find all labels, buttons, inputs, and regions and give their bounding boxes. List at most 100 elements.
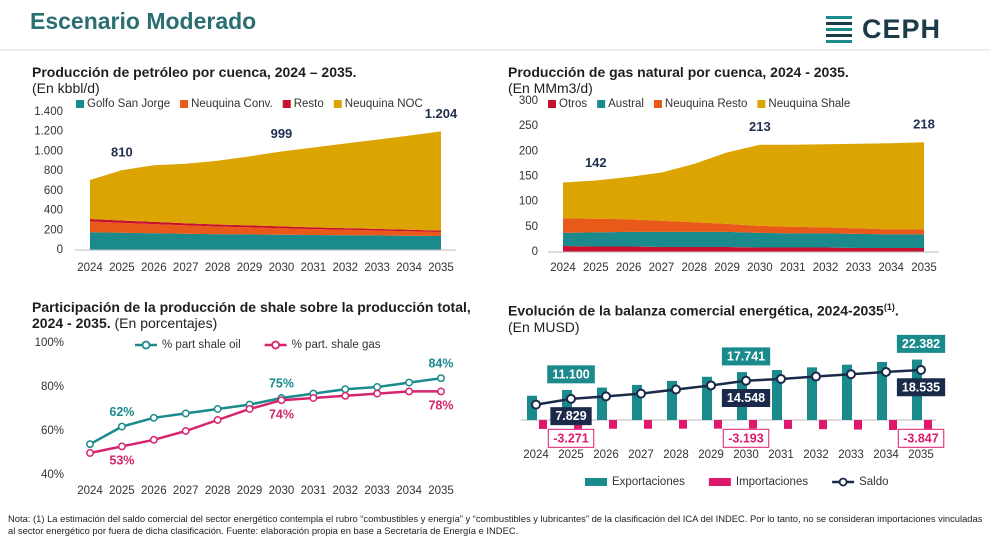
annotation: 810 xyxy=(111,145,133,160)
x-tick-label: 2034 xyxy=(396,485,422,497)
footnote: Nota: (1) La estimación del saldo comerc… xyxy=(8,513,983,536)
legend-label: Golfo San Jorge xyxy=(87,98,170,110)
y-tick-label: 800 xyxy=(44,165,63,177)
data-label: 11.100 xyxy=(552,367,590,381)
y-tick-label: 200 xyxy=(44,224,63,236)
legend-label: Neuquina NOC xyxy=(345,98,423,110)
x-tick-label: 2035 xyxy=(911,262,937,274)
x-tick-label: 2029 xyxy=(237,262,263,274)
x-tick-label: 2026 xyxy=(141,262,167,274)
bar xyxy=(889,420,897,430)
point xyxy=(811,371,821,382)
chart-title: Evolución de la balanza comercial energé… xyxy=(508,302,899,335)
x-tick-label: 2028 xyxy=(205,485,231,497)
data-label-box xyxy=(897,428,945,448)
data-label: 22.382 xyxy=(902,337,940,351)
point xyxy=(706,380,716,391)
point xyxy=(309,394,318,402)
x-tick-label: 2027 xyxy=(628,449,654,461)
x-tick-label: 2032 xyxy=(813,262,839,274)
legend-label: % part shale oil xyxy=(162,339,241,351)
bar xyxy=(924,420,932,431)
data-label: -3.847 xyxy=(903,431,938,445)
data-label: 75% xyxy=(269,376,294,390)
x-tick-label: 2035 xyxy=(428,262,454,274)
x-tick-label: 2034 xyxy=(873,449,899,461)
legend-swatch xyxy=(597,100,606,108)
bar xyxy=(854,420,862,430)
line xyxy=(89,390,441,455)
y-tick-label: 150 xyxy=(519,171,538,183)
legend-swatch xyxy=(708,478,731,486)
page-title: Escenario Moderado xyxy=(30,8,257,34)
data-label: 14.548 xyxy=(727,391,765,405)
y-tick-label: 40% xyxy=(41,469,64,481)
point xyxy=(181,427,190,435)
legend-label: Neuquina Conv. xyxy=(191,98,273,110)
bar xyxy=(539,420,547,429)
x-tick-label: 2031 xyxy=(780,262,806,274)
point xyxy=(149,435,158,444)
data-label-box xyxy=(896,334,946,353)
legend-swatch xyxy=(141,340,151,350)
annotation: 218 xyxy=(913,117,935,132)
data-label: 18.535 xyxy=(902,380,940,394)
bar xyxy=(679,420,687,429)
x-tick-label: 2033 xyxy=(364,262,390,274)
legend-swatch xyxy=(180,100,189,108)
data-label: -3.193 xyxy=(728,431,763,445)
bar xyxy=(772,370,782,420)
bar xyxy=(784,420,792,429)
logo: CEPH xyxy=(862,14,942,44)
annotation: 142 xyxy=(585,155,607,170)
x-tick-label: 2025 xyxy=(583,262,609,274)
data-label: 17.741 xyxy=(727,349,765,363)
x-tick-label: 2031 xyxy=(301,485,327,497)
line xyxy=(535,368,922,406)
point xyxy=(245,405,254,413)
point xyxy=(86,449,94,457)
legend-label: Exportaciones xyxy=(612,476,685,488)
y-tick-label: 400 xyxy=(44,205,63,217)
y-tick-label: 300 xyxy=(519,95,538,107)
legend-swatch xyxy=(282,100,291,108)
point xyxy=(213,416,222,424)
area xyxy=(563,245,924,252)
data-label: 7.829 xyxy=(555,409,586,423)
bar xyxy=(877,361,887,420)
x-tick-label: 2027 xyxy=(173,485,199,497)
x-tick-label: 2031 xyxy=(768,449,794,461)
data-label-box xyxy=(721,347,771,366)
data-label-box xyxy=(721,389,771,408)
point xyxy=(437,387,445,396)
legend-label: Neuquina Resto xyxy=(665,98,747,110)
point xyxy=(86,440,94,449)
area xyxy=(90,131,441,231)
y-tick-label: 1.000 xyxy=(34,145,63,157)
bar xyxy=(714,420,722,429)
y-tick-label: 1.200 xyxy=(34,126,63,138)
legend-label: Saldo xyxy=(859,476,888,488)
point xyxy=(181,409,190,418)
x-tick-label: 2024 xyxy=(523,449,549,461)
point xyxy=(373,383,382,391)
x-tick-label: 2032 xyxy=(332,262,358,274)
x-tick-label: 2028 xyxy=(205,262,231,274)
x-tick-label: 2032 xyxy=(332,485,358,497)
area xyxy=(90,232,441,250)
y-tick-label: 60% xyxy=(41,425,64,437)
y-tick-label: 250 xyxy=(519,120,538,132)
data-label-box xyxy=(722,428,770,448)
point xyxy=(671,384,681,395)
x-tick-label: 2025 xyxy=(109,262,135,274)
legend-swatch xyxy=(333,100,342,108)
x-tick-label: 2035 xyxy=(428,485,454,497)
logo-icon xyxy=(826,16,852,43)
legend-swatch xyxy=(548,100,556,108)
legend-label: % part. shale gas xyxy=(292,339,381,351)
x-tick-label: 2031 xyxy=(301,262,327,274)
point xyxy=(741,375,751,386)
line xyxy=(89,376,442,446)
point xyxy=(437,374,445,383)
